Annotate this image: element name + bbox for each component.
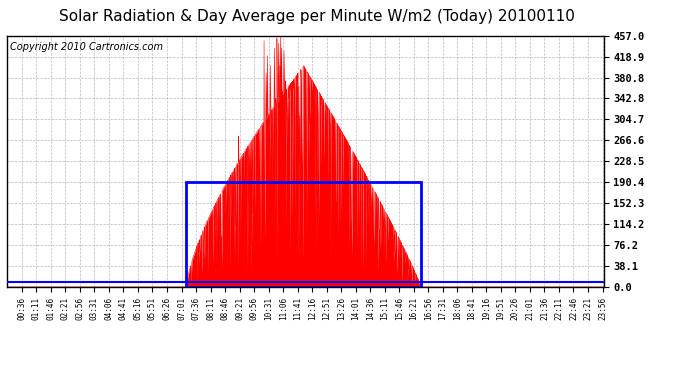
Text: Solar Radiation & Day Average per Minute W/m2 (Today) 20100110: Solar Radiation & Day Average per Minute… xyxy=(59,9,575,24)
Text: Copyright 2010 Cartronics.com: Copyright 2010 Cartronics.com xyxy=(10,42,163,52)
Bar xyxy=(186,182,421,287)
